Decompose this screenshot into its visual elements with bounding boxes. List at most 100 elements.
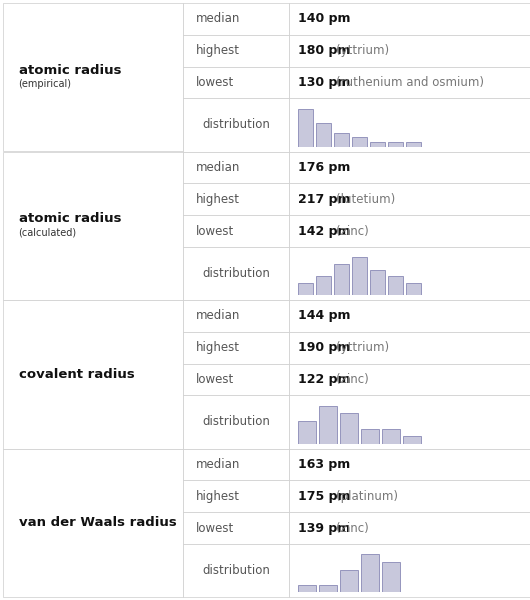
Text: (platinum): (platinum): [335, 490, 398, 503]
Bar: [334, 133, 349, 147]
Text: median: median: [196, 458, 241, 471]
Text: distribution: distribution: [202, 415, 270, 428]
Bar: [340, 569, 358, 592]
Bar: [289, 98, 530, 152]
Bar: [289, 512, 530, 544]
Bar: [183, 481, 289, 512]
Bar: [319, 584, 337, 592]
Text: highest: highest: [196, 44, 240, 57]
Text: covalent radius: covalent radius: [19, 368, 134, 381]
Bar: [319, 406, 337, 444]
Text: lowest: lowest: [196, 76, 234, 89]
Text: (zinc): (zinc): [335, 521, 368, 535]
Text: (empirical): (empirical): [19, 79, 72, 89]
Bar: [289, 184, 530, 215]
Bar: [289, 300, 530, 332]
Text: lowest: lowest: [196, 521, 234, 535]
Bar: [388, 142, 403, 147]
Bar: [289, 67, 530, 98]
Bar: [298, 283, 313, 295]
Bar: [183, 395, 289, 449]
Bar: [183, 332, 289, 364]
Bar: [183, 512, 289, 544]
Bar: [340, 413, 358, 444]
Text: median: median: [196, 161, 241, 174]
Text: van der Waals radius: van der Waals radius: [19, 516, 176, 529]
Bar: [183, 152, 289, 184]
Text: (zinc): (zinc): [335, 224, 368, 238]
Bar: [289, 449, 530, 481]
Bar: [289, 3, 530, 35]
Bar: [183, 449, 289, 481]
Bar: [352, 257, 367, 295]
Bar: [183, 544, 289, 597]
Text: highest: highest: [196, 341, 240, 354]
Bar: [361, 554, 379, 592]
Text: 163 pm: 163 pm: [298, 458, 351, 471]
Text: 142 pm: 142 pm: [298, 224, 351, 238]
Bar: [298, 421, 316, 444]
Bar: [298, 109, 313, 147]
Text: median: median: [196, 310, 241, 322]
Bar: [289, 481, 530, 512]
Bar: [405, 283, 421, 295]
Bar: [183, 3, 289, 35]
Bar: [183, 247, 289, 300]
Bar: [289, 544, 530, 597]
Text: 190 pm: 190 pm: [298, 341, 351, 354]
Bar: [183, 35, 289, 67]
Bar: [298, 584, 316, 592]
Text: (ruthenium and osmium): (ruthenium and osmium): [335, 76, 483, 89]
Text: atomic radius: atomic radius: [19, 64, 121, 77]
Bar: [352, 137, 367, 147]
Text: (lutetium): (lutetium): [335, 193, 395, 206]
Text: (yttrium): (yttrium): [335, 44, 388, 57]
Text: distribution: distribution: [202, 267, 270, 280]
Bar: [316, 277, 331, 295]
Bar: [382, 428, 400, 444]
Bar: [183, 300, 289, 332]
Bar: [403, 436, 421, 444]
Bar: [289, 332, 530, 364]
Bar: [370, 142, 385, 147]
Bar: [382, 562, 400, 592]
Bar: [316, 123, 331, 147]
Text: 176 pm: 176 pm: [298, 161, 351, 174]
Bar: [183, 98, 289, 152]
Text: 139 pm: 139 pm: [298, 521, 351, 535]
Bar: [3, 449, 183, 597]
Text: median: median: [196, 13, 241, 25]
Bar: [289, 395, 530, 449]
Text: highest: highest: [196, 193, 240, 206]
Text: (calculated): (calculated): [19, 228, 77, 238]
Text: (zinc): (zinc): [335, 373, 368, 386]
Bar: [289, 35, 530, 67]
Text: atomic radius: atomic radius: [19, 212, 121, 225]
Bar: [289, 215, 530, 247]
Text: highest: highest: [196, 490, 240, 503]
Bar: [405, 142, 421, 147]
Text: 217 pm: 217 pm: [298, 193, 351, 206]
Text: 122 pm: 122 pm: [298, 373, 351, 386]
Text: (yttrium): (yttrium): [335, 341, 388, 354]
Bar: [183, 67, 289, 98]
Text: lowest: lowest: [196, 373, 234, 386]
Text: 180 pm: 180 pm: [298, 44, 351, 57]
Bar: [3, 152, 183, 300]
Bar: [289, 247, 530, 300]
Bar: [370, 270, 385, 295]
Bar: [361, 428, 379, 444]
Bar: [289, 364, 530, 395]
Text: distribution: distribution: [202, 118, 270, 131]
Text: lowest: lowest: [196, 224, 234, 238]
Text: 140 pm: 140 pm: [298, 13, 351, 25]
Bar: [334, 264, 349, 295]
Bar: [3, 3, 183, 151]
Bar: [183, 364, 289, 395]
Bar: [183, 215, 289, 247]
Text: 175 pm: 175 pm: [298, 490, 351, 503]
Bar: [183, 184, 289, 215]
Text: 144 pm: 144 pm: [298, 310, 351, 322]
Bar: [289, 152, 530, 184]
Text: distribution: distribution: [202, 564, 270, 577]
